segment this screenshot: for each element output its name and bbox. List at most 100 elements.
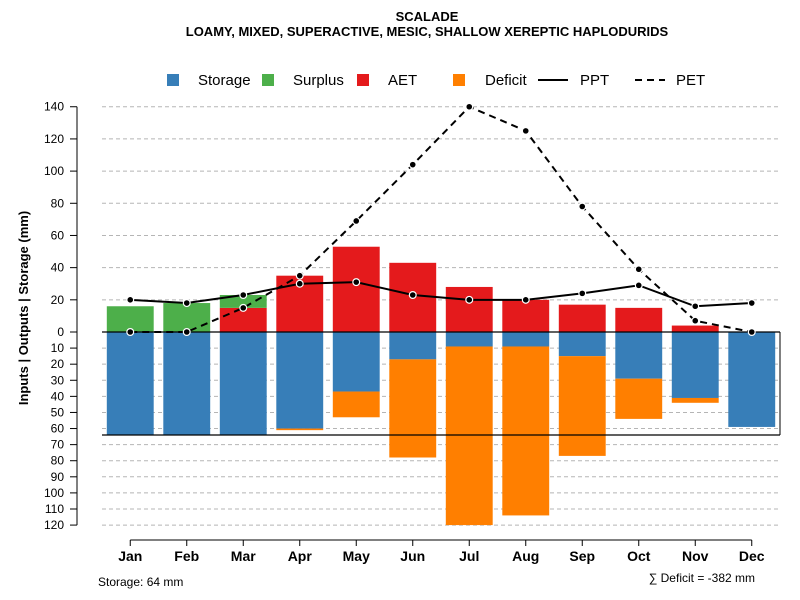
storage-bar — [445, 332, 493, 347]
storage-bar — [219, 332, 267, 435]
y-tick-label: 120 — [44, 132, 64, 146]
storage-bar — [671, 332, 719, 398]
pet-legend-label: PET — [676, 72, 705, 89]
aet-bar — [671, 325, 719, 332]
storage-bar — [502, 332, 550, 347]
storage-bar — [615, 332, 663, 379]
y-tick-label: 100 — [44, 486, 64, 500]
chart-title: SCALADE — [396, 9, 459, 24]
pet-point — [465, 102, 474, 111]
aet-legend-label: AET — [388, 72, 417, 89]
deficit-legend-label: Deficit — [485, 72, 528, 89]
ppt-point — [747, 299, 756, 308]
ppt-point — [634, 281, 643, 290]
y-tick-label: 0 — [57, 325, 64, 339]
storage-bar — [332, 332, 380, 392]
x-tick-label: Jan — [118, 548, 142, 564]
pet-line — [130, 105, 752, 333]
surplus-bar — [219, 294, 267, 308]
y-tick-label: 20 — [51, 357, 65, 371]
y-tick-label: 80 — [51, 454, 65, 468]
x-tick-label: Dec — [739, 548, 765, 564]
storage-legend-swatch — [167, 74, 179, 86]
ppt-legend-label: PPT — [580, 72, 609, 89]
storage-bar — [728, 332, 776, 427]
y-tick-label: 70 — [51, 438, 65, 452]
x-tick-label: Feb — [174, 548, 199, 564]
pet-point — [691, 316, 700, 325]
surplus-bar — [163, 303, 211, 332]
y-tick-label: 110 — [45, 502, 64, 516]
y-tick-label: 90 — [51, 470, 65, 484]
ppt-point — [691, 302, 700, 311]
storage-bar — [276, 332, 324, 429]
deficit-bar — [445, 346, 493, 526]
y-tick-label: 20 — [51, 293, 65, 307]
deficit-bar — [502, 346, 550, 516]
deficit-bar — [671, 397, 719, 403]
pet-point — [126, 328, 135, 337]
deficit-bar — [332, 391, 380, 418]
pet-point — [352, 216, 361, 225]
y-tick-label: 100 — [44, 164, 64, 178]
surplus-legend-swatch — [262, 74, 274, 86]
storage-bar — [163, 332, 211, 435]
chart-subtitle: LOAMY, MIXED, SUPERACTIVE, MESIC, SHALLO… — [186, 24, 669, 39]
aet-bar — [558, 304, 606, 332]
deficit-bar — [615, 378, 663, 419]
deficit-total-note: ∑ Deficit = -382 mm — [649, 571, 755, 585]
x-tick-label: Aug — [512, 548, 539, 564]
x-tick-label: Jun — [400, 548, 425, 564]
aet-bar — [502, 299, 550, 332]
bars — [102, 246, 781, 526]
x-tick-label: Apr — [288, 548, 313, 564]
surplus-legend-label: Surplus — [293, 72, 344, 89]
y-tick-label: 40 — [51, 389, 65, 403]
storage-bar — [558, 332, 606, 357]
storage-legend-label: Storage — [198, 72, 251, 89]
storage-note: Storage: 64 mm — [98, 575, 183, 589]
ppt-point — [352, 278, 361, 287]
aet-bar — [615, 307, 663, 332]
ppt-point — [521, 295, 530, 304]
x-tick-label: Jul — [459, 548, 479, 564]
pet-point — [634, 265, 643, 274]
deficit-bar — [276, 428, 324, 431]
y-tick-label: 140 — [44, 100, 64, 114]
ppt-point — [578, 289, 587, 298]
x-tick-label: Mar — [231, 548, 256, 564]
pet-point — [295, 271, 304, 280]
x-tick-label: Sep — [569, 548, 595, 564]
x-tick-label: Oct — [627, 548, 651, 564]
y-tick-label: 10 — [51, 341, 65, 355]
aet-legend-swatch — [357, 74, 369, 86]
aet-bar — [332, 246, 380, 332]
y-tick-label: 80 — [51, 196, 65, 210]
axes: 140 120 100 80 60 40 20 0 10 20 30 40 50 60 70 80 90 100 1… — [44, 100, 765, 564]
storage-bar — [106, 332, 154, 435]
y-tick-label: 60 — [51, 228, 65, 242]
pet-point — [521, 126, 530, 135]
ppt-point — [239, 290, 248, 299]
ppt-line — [130, 281, 752, 308]
ppt-point — [295, 279, 304, 288]
x-tick-label: Nov — [682, 548, 709, 564]
y-tick-label: 40 — [51, 261, 65, 275]
y-tick-label: 60 — [51, 422, 65, 436]
pet-point — [239, 303, 248, 312]
pet-point — [578, 202, 587, 211]
y-axis-label: Inputs | Outputs | Storage (mm) — [16, 211, 31, 405]
surplus-bar — [106, 306, 154, 332]
ppt-point — [408, 290, 417, 299]
deficit-bar — [558, 356, 606, 456]
storage-bar — [389, 332, 437, 360]
pet-point — [408, 160, 417, 169]
aet-bar — [219, 307, 267, 332]
ppt-point — [126, 295, 135, 304]
legend: Storage Surplus AET Deficit PPT PET — [167, 72, 705, 89]
deficit-legend-swatch — [453, 74, 465, 86]
y-tick-label: 30 — [51, 373, 65, 387]
lines — [126, 102, 756, 337]
pet-point — [182, 328, 191, 337]
